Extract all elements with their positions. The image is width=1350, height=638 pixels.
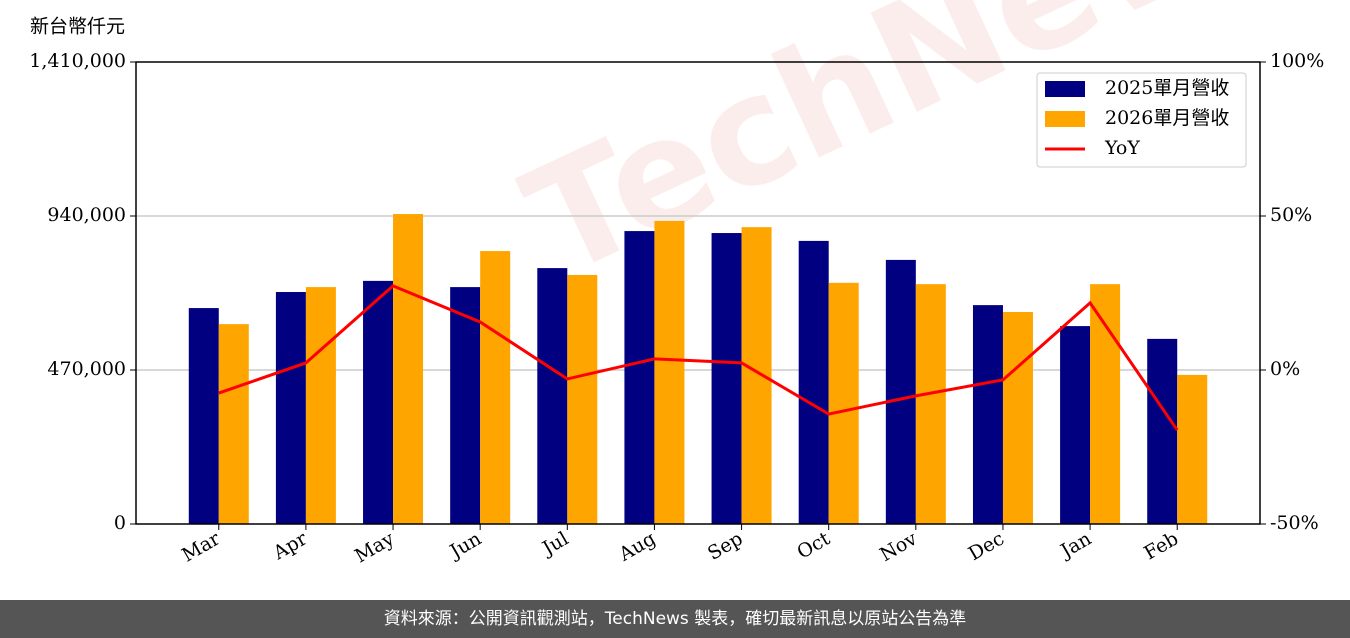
y2-tick-label: 100% bbox=[1270, 50, 1324, 72]
legend-swatch bbox=[1045, 111, 1085, 127]
bar bbox=[305, 287, 336, 524]
legend-label: YoY bbox=[1104, 137, 1140, 159]
line bbox=[218, 284, 1179, 431]
footer: 資料來源：公開資訊觀測站，TechNews 製表，確切最新訊息以原站公告為準 bbox=[0, 600, 1350, 638]
bar bbox=[885, 259, 916, 524]
bar bbox=[1090, 284, 1121, 524]
y2-tick-label: -50% bbox=[1270, 512, 1319, 534]
bar bbox=[393, 214, 424, 524]
legend-swatch bbox=[1045, 81, 1085, 97]
y-tick-label: 940,000 bbox=[47, 204, 126, 226]
x-tick-label: Feb bbox=[1140, 528, 1182, 565]
y-tick-label: 0 bbox=[114, 512, 126, 534]
bar bbox=[711, 233, 742, 524]
x-tick-label: Aug bbox=[615, 528, 660, 567]
chart: TechNews 新台幣仟元 0470,000940,0001,410,000-… bbox=[29, 0, 1332, 567]
bar bbox=[1147, 338, 1178, 524]
bar bbox=[654, 220, 685, 524]
bar bbox=[741, 227, 772, 524]
x-tick-label: Dec bbox=[965, 528, 1008, 566]
bar bbox=[450, 287, 481, 524]
bar bbox=[537, 268, 568, 524]
y2-tick-label: 50% bbox=[1270, 204, 1312, 226]
y-tick-label: 1,410,000 bbox=[29, 50, 126, 72]
bar bbox=[624, 231, 655, 525]
bar bbox=[798, 240, 829, 524]
x-tick-label: Jun bbox=[445, 528, 486, 564]
legend-box bbox=[1036, 72, 1247, 168]
x-tick-label: Apr bbox=[269, 527, 312, 564]
y2-tick-label: 0% bbox=[1270, 358, 1300, 380]
bar bbox=[915, 284, 946, 524]
legend-label: 2026單月營收 bbox=[1105, 107, 1229, 129]
x-tick-label: May bbox=[351, 527, 398, 567]
bar bbox=[1177, 374, 1208, 524]
bar bbox=[363, 280, 394, 524]
x-tick-label: Jan bbox=[1055, 528, 1095, 564]
bar bbox=[828, 282, 859, 524]
y-tick-label: 470,000 bbox=[47, 358, 126, 380]
bar bbox=[1060, 326, 1091, 524]
x-tick-label: Jul bbox=[537, 528, 572, 561]
bar bbox=[188, 308, 219, 524]
legend-label: 2025單月營收 bbox=[1105, 77, 1229, 99]
bar bbox=[480, 251, 511, 524]
x-tick-label: Oct bbox=[793, 527, 834, 563]
x-tick-label: Nov bbox=[876, 527, 921, 566]
bar bbox=[567, 274, 598, 524]
bar bbox=[972, 305, 1003, 524]
y-axis-title: 新台幣仟元 bbox=[30, 16, 125, 38]
bar bbox=[1002, 312, 1033, 524]
bar bbox=[275, 292, 306, 524]
x-tick-label: Sep bbox=[704, 528, 747, 565]
bar bbox=[218, 324, 249, 524]
x-tick-label: Mar bbox=[178, 527, 224, 566]
plot-frame bbox=[135, 61, 1261, 525]
